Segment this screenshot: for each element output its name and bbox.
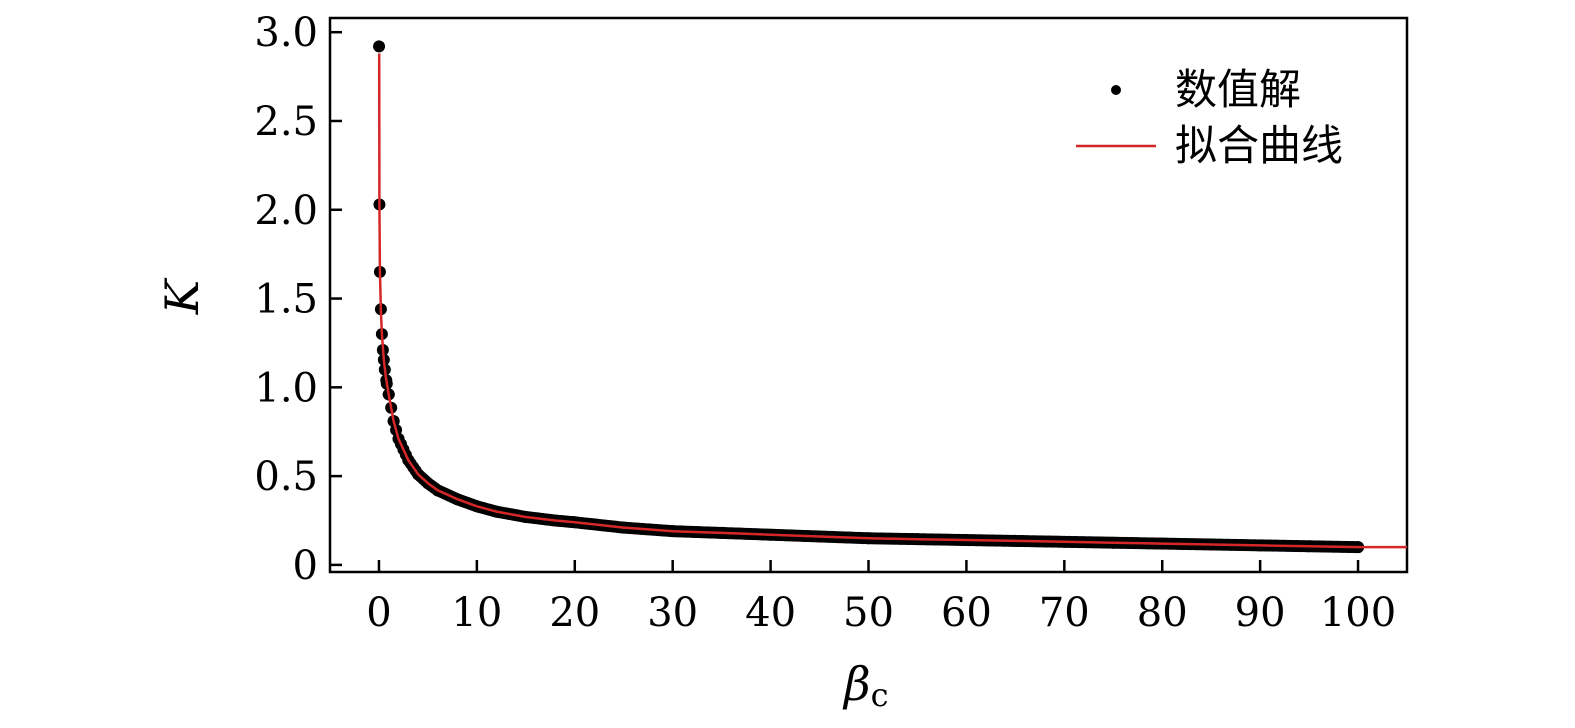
legend-label-fit: 拟合曲线: [1175, 121, 1343, 170]
legend: 数值解 拟合曲线: [1076, 65, 1343, 170]
x-axis-ticks: 0 10 20 30 40 50 60 70 80 90 100: [366, 560, 1396, 636]
x-tick-label: 80: [1137, 590, 1188, 636]
y-tick-label: 0.5: [254, 454, 318, 500]
series-numeric-solution: [373, 40, 1365, 554]
x-axis-label: βc: [842, 657, 889, 714]
y-tick-label: 0: [293, 543, 318, 589]
y-tick-label: 1.0: [254, 365, 318, 411]
x-tick-label: 40: [745, 590, 796, 636]
y-tick-label: 1.5: [254, 277, 318, 323]
y-axis-ticks: 0 0.5 1.0 1.5 2.0 2.5 3.0: [254, 10, 342, 589]
x-tick-label: 60: [941, 590, 992, 636]
y-axis-label: K: [155, 277, 209, 315]
legend-label-numeric: 数值解: [1175, 65, 1301, 114]
x-tick-label: 10: [451, 590, 502, 636]
x-axis-label-main: β: [842, 657, 871, 711]
x-tick-label: 30: [647, 590, 698, 636]
x-tick-label: 20: [549, 590, 600, 636]
y-tick-label: 2.5: [254, 99, 318, 145]
x-axis-label-subscript: c: [871, 676, 889, 714]
x-tick-label: 0: [366, 590, 391, 636]
x-tick-label: 50: [843, 590, 894, 636]
series-fit-curve: [377, 53, 1407, 549]
y-tick-label: 3.0: [254, 10, 318, 56]
y-tick-label: 2.0: [254, 188, 318, 234]
legend-marker-numeric: [1111, 85, 1121, 95]
data-point: [373, 40, 386, 53]
x-tick-label: 100: [1320, 590, 1396, 636]
plot-area: [373, 40, 1407, 554]
x-tick-label: 90: [1235, 590, 1286, 636]
x-tick-label: 70: [1039, 590, 1090, 636]
